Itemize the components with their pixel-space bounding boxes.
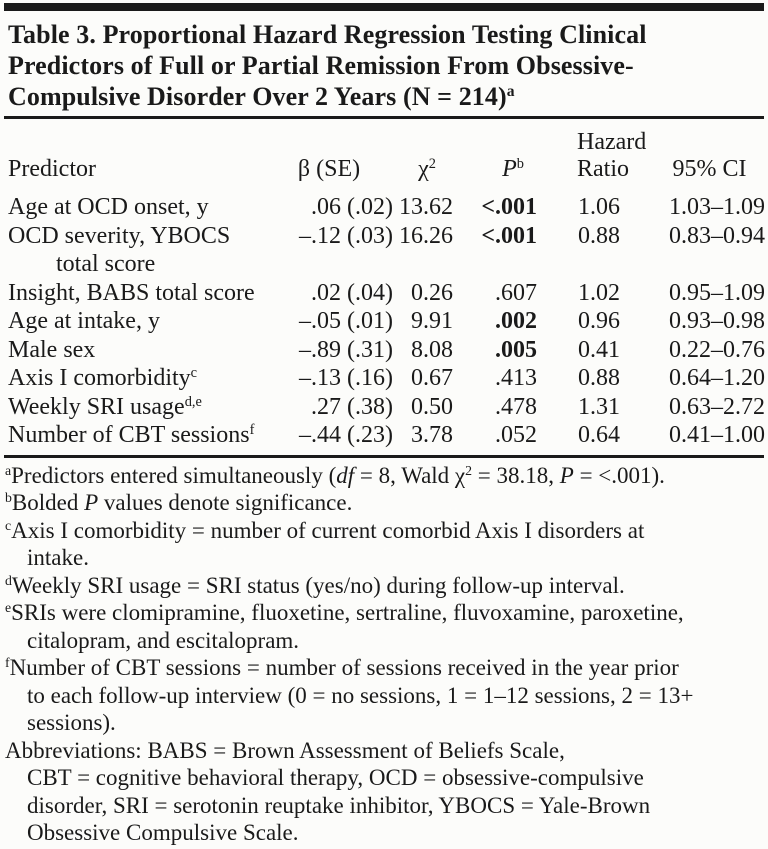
chi-square-cell: 3.78 xyxy=(411,422,453,448)
table-row: Axis I comorbidityc –.13 (.16) 0.67 .413… xyxy=(5,364,765,393)
beta-se-cell: –.89 (.31) xyxy=(299,336,393,363)
beta-se-cell: –.05 (.01) xyxy=(299,308,393,334)
header-row: Predictor β (SE) χ2 Pb Hazard Ratio 95% C… xyxy=(5,119,765,188)
chi-square-cell: 16.26 xyxy=(399,222,453,249)
ci-cell: 0.63–2.72 xyxy=(669,393,765,420)
regression-table: Predictor β (SE) χ2 Pb Hazard Ratio 95% C… xyxy=(5,119,765,455)
hazard-ratio-cell: 1.02 xyxy=(578,279,620,306)
predictor-cell: Age at intake, y xyxy=(8,308,160,334)
beta-se-cell: –.44 (.23) xyxy=(299,422,393,448)
predictor-cell: OCD severity, YBOCS total score xyxy=(8,222,231,278)
title-divider xyxy=(4,116,764,119)
table-row: OCD severity, YBOCS total score –.12 (.03… xyxy=(5,222,765,279)
table-body: Age at OCD onset, y .06 (.02) 13.62 <.00… xyxy=(5,188,765,455)
chi-square-cell: 0.50 xyxy=(411,393,453,420)
ci-cell: 0.83–0.94 xyxy=(669,222,765,249)
hazard-ratio-line2: Ratio xyxy=(577,156,629,182)
p-value-cell: .052 xyxy=(495,422,537,448)
ci-cell: 0.95–1.09 xyxy=(669,279,765,306)
ci-cell: 0.64–1.20 xyxy=(669,365,765,391)
hazard-ratio-cell: 0.88 xyxy=(578,365,620,391)
footnote-a: aPredictors entered simultaneously (df =… xyxy=(5,462,665,488)
hazard-ratio-cell: 1.06 xyxy=(578,194,620,220)
col-header-predictor: Predictor xyxy=(8,156,96,182)
footnotes: aPredictors entered simultaneously (df =… xyxy=(5,462,762,847)
predictor-cell: Number of CBT sessionsf xyxy=(8,422,255,448)
hazard-ratio-cell: 0.88 xyxy=(578,222,620,249)
predictor-cell: Axis I comorbidityc xyxy=(8,365,198,391)
chi-square-cell: 8.08 xyxy=(411,336,453,363)
beta-se-cell: –.12 (.03) xyxy=(299,222,393,249)
predictor-cell: Age at OCD onset, y xyxy=(8,194,209,220)
p-value-cell: .607 xyxy=(495,279,537,306)
col-header-chi-square: χ2 xyxy=(418,156,436,182)
col-header-p-value: Pb xyxy=(502,156,524,182)
footnote-d: dWeekly SRI usage = SRI status (yes/no) … xyxy=(5,572,625,598)
p-value-cell: .413 xyxy=(495,365,537,391)
chi-square-cell: 9.91 xyxy=(411,308,453,334)
hazard-ratio-cell: 0.41 xyxy=(578,336,620,363)
footnote-f: fNumber of CBT sessions = number of sess… xyxy=(5,655,694,735)
p-value-cell: .005 xyxy=(495,336,537,363)
table-row: Male sex –.89 (.31) 8.08 .005 0.41 0.22–… xyxy=(5,336,765,365)
hazard-ratio-line1: Hazard xyxy=(577,129,647,155)
footnote-e: eSRIs were clomipramine, fluoxetine, ser… xyxy=(5,600,684,653)
footnote-b: bBolded P values denote significance. xyxy=(5,490,353,515)
table-row: Weekly SRI usaged,e .27 (.38) 0.50 .478 … xyxy=(5,393,765,422)
p-value-cell: .478 xyxy=(495,393,537,420)
p-value-cell: <.001 xyxy=(481,222,537,249)
table-row: Age at OCD onset, y .06 (.02) 13.62 <.00… xyxy=(5,188,765,222)
chi-square-cell: 0.67 xyxy=(411,365,453,391)
col-header-beta-se: β (SE) xyxy=(297,156,361,182)
hazard-ratio-cell: 0.96 xyxy=(578,308,620,334)
ci-cell: 1.03–1.09 xyxy=(669,194,765,220)
footnote-c: cAxis I comorbidity = number of current … xyxy=(5,517,645,571)
p-value-cell: <.001 xyxy=(481,194,537,220)
abbreviations-note: Abbreviations: BABS = Brown Assessment o… xyxy=(5,737,651,846)
table-row: Insight, BABS total score .02 (.04) 0.26… xyxy=(5,279,765,308)
col-header-hazard-ratio: Hazard Ratio xyxy=(537,119,646,188)
predictor-cell: Insight, BABS total score xyxy=(8,279,255,306)
table-title: Table 3. Proportional Hazard Regression … xyxy=(8,20,647,111)
table-header: Predictor β (SE) χ2 Pb Hazard Ratio 95% C… xyxy=(5,119,765,188)
ci-cell: 0.41–1.00 xyxy=(669,422,765,448)
col-header-95-ci: 95% CI xyxy=(672,156,747,182)
table-row: Age at intake, y –.05 (.01) 9.91 .002 0.… xyxy=(5,307,765,336)
hazard-ratio-cell: 1.31 xyxy=(578,393,620,420)
hazard-ratio-cell: 0.64 xyxy=(578,422,620,448)
chi-square-cell: 0.26 xyxy=(411,279,453,306)
beta-se-cell: –.13 (.16) xyxy=(299,365,393,391)
beta-se-cell: .02 (.04) xyxy=(311,279,393,306)
top-rule xyxy=(4,3,764,11)
predictor-cell: Weekly SRI usaged,e xyxy=(8,393,202,420)
chi-square-cell: 13.62 xyxy=(399,194,453,220)
ci-cell: 0.22–0.76 xyxy=(669,336,765,363)
table-row: Number of CBT sessionsf –.44 (.23) 3.78 … xyxy=(5,421,765,455)
p-value-cell: .002 xyxy=(495,308,537,334)
beta-se-cell: .27 (.38) xyxy=(311,393,393,420)
ci-cell: 0.93–0.98 xyxy=(669,308,765,334)
predictor-cell: Male sex xyxy=(8,336,96,363)
beta-se-cell: .06 (.02) xyxy=(311,194,393,220)
body-divider xyxy=(4,454,764,458)
